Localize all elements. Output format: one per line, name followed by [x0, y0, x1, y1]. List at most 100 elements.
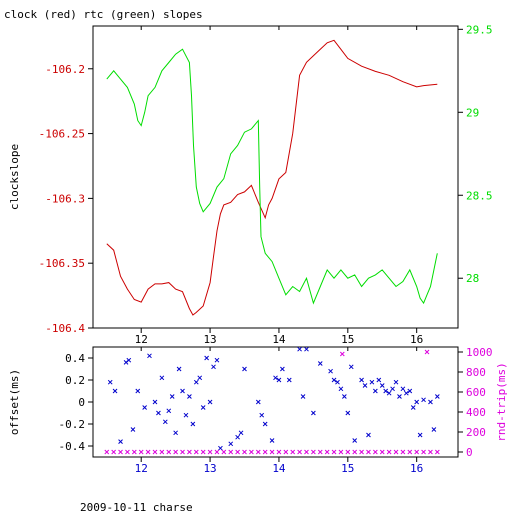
scatter-point-rnd-trip	[317, 449, 323, 455]
scatter-point-offset	[214, 357, 220, 363]
scatter-point-offset	[328, 368, 333, 374]
scatter-point-rnd-trip	[276, 449, 282, 455]
series-line-clock	[106, 39, 438, 316]
scatter-point-offset	[331, 377, 337, 383]
scatter-point-rnd-trip	[283, 449, 289, 455]
chart-title: clock (red) rtc (green) slopes	[4, 8, 203, 21]
scatter-point-offset	[304, 346, 309, 352]
scatter-point-offset	[238, 430, 244, 436]
y2-tick-label: 28.5	[466, 189, 493, 202]
scatter-point-offset	[273, 375, 278, 381]
y2-tick-label: 0	[466, 446, 473, 459]
footer-caption: 2009-10-11 charse	[80, 501, 193, 512]
scatter-point-rnd-trip	[297, 449, 302, 455]
scatter-point-rnd-trip	[386, 449, 392, 455]
x-tick-label: 15	[341, 462, 354, 475]
scatter-point-offset	[348, 364, 354, 370]
scatter-point-offset	[169, 394, 175, 399]
scatter-point-offset	[259, 412, 265, 418]
y-axis-label: clockslope	[8, 144, 21, 210]
scatter-point-rnd-trip	[152, 449, 158, 455]
scatter-point-offset	[376, 377, 382, 383]
scatter-point-offset	[390, 386, 395, 392]
y-tick-label: 0.4	[65, 352, 85, 365]
scatter-point-rnd-trip	[434, 449, 440, 455]
scatter-point-rnd-trip	[400, 449, 406, 455]
scatter-point-offset	[152, 399, 158, 405]
scatter-point-offset	[400, 386, 406, 392]
scatter-point-offset	[286, 377, 292, 383]
y2-tick-label: 28	[466, 272, 479, 285]
scatter-point-offset	[362, 383, 368, 388]
y2-tick-label: 29.5	[466, 23, 493, 36]
scatter-point-offset	[407, 388, 413, 394]
scatter-point-offset	[421, 397, 426, 403]
y-tick-label: -106.4	[45, 322, 85, 335]
x-tick-label: 12	[135, 333, 148, 346]
scatter-point-rnd-trip	[118, 449, 123, 455]
y2-tick-label: 400	[466, 406, 486, 419]
series-line-rtc	[106, 48, 438, 305]
scatter-point-offset	[173, 430, 178, 436]
scatter-point-rnd-trip	[214, 449, 220, 455]
scatter-point-offset	[393, 379, 399, 385]
scatter-point-rnd-trip	[424, 349, 430, 355]
scatter-point-offset	[403, 390, 409, 396]
scatter-point-offset	[345, 410, 351, 416]
scatter-point-offset	[335, 379, 340, 385]
scatter-point-offset	[317, 361, 323, 366]
scatter-point-rnd-trip	[428, 449, 433, 455]
scatter-point-rnd-trip	[111, 449, 117, 455]
scatter-point-offset	[383, 388, 389, 394]
scatter-point-rnd-trip	[421, 449, 426, 455]
scatter-point-offset	[176, 366, 182, 372]
scatter-point-rnd-trip	[145, 449, 151, 455]
scatter-point-offset	[190, 421, 196, 427]
y2-tick-label: 800	[466, 366, 486, 379]
scatter-point-offset	[211, 364, 216, 370]
scatter-point-offset	[118, 439, 123, 444]
scatter-point-offset	[147, 353, 152, 359]
y-tick-label: -106.2	[45, 63, 85, 76]
scatter-point-offset	[269, 438, 275, 443]
y-axis-label: offset(ms)	[8, 369, 21, 435]
scatter-point-rnd-trip	[159, 449, 165, 455]
x-tick-label: 15	[341, 333, 354, 346]
x-tick-label: 13	[203, 333, 216, 346]
scatter-point-rnd-trip	[373, 449, 378, 455]
scatter-point-offset	[180, 388, 185, 394]
y-tick-label: -106.3	[45, 192, 85, 205]
scatter-point-offset	[414, 399, 420, 405]
scatter-point-offset	[187, 394, 192, 399]
scatter-point-rnd-trip	[138, 449, 144, 455]
y2-tick-label: 1000	[466, 346, 493, 359]
y-tick-label: 0	[78, 396, 85, 409]
scatter-point-rnd-trip	[262, 449, 268, 455]
scatter-point-offset	[373, 388, 378, 394]
scatter-point-offset	[255, 399, 261, 405]
y-tick-label: -0.4	[59, 440, 86, 453]
scatter-point-offset	[359, 377, 364, 383]
scatter-point-rnd-trip	[207, 449, 213, 455]
scatter-point-offset	[417, 432, 423, 438]
scatter-point-offset	[135, 388, 141, 394]
scatter-point-offset	[280, 366, 285, 372]
scatter-point-offset	[130, 427, 136, 432]
scatter-point-offset	[379, 383, 385, 388]
y2-tick-label: 200	[466, 426, 486, 439]
scatter-point-offset	[369, 379, 375, 385]
scatter-point-rnd-trip	[166, 449, 172, 455]
y-tick-label: -0.2	[59, 418, 86, 431]
scatter-point-offset	[218, 445, 223, 451]
x-tick-label: 16	[410, 462, 423, 475]
x-tick-label: 13	[203, 462, 216, 475]
y2-tick-label: 600	[466, 386, 486, 399]
scatter-point-rnd-trip	[339, 351, 345, 357]
scatter-point-rnd-trip	[104, 449, 110, 455]
scatter-point-rnd-trip	[193, 449, 199, 455]
scatter-point-offset	[112, 388, 118, 394]
scatter-point-rnd-trip	[345, 449, 351, 455]
scatter-point-rnd-trip	[379, 449, 385, 455]
scatter-point-rnd-trip	[311, 449, 316, 455]
